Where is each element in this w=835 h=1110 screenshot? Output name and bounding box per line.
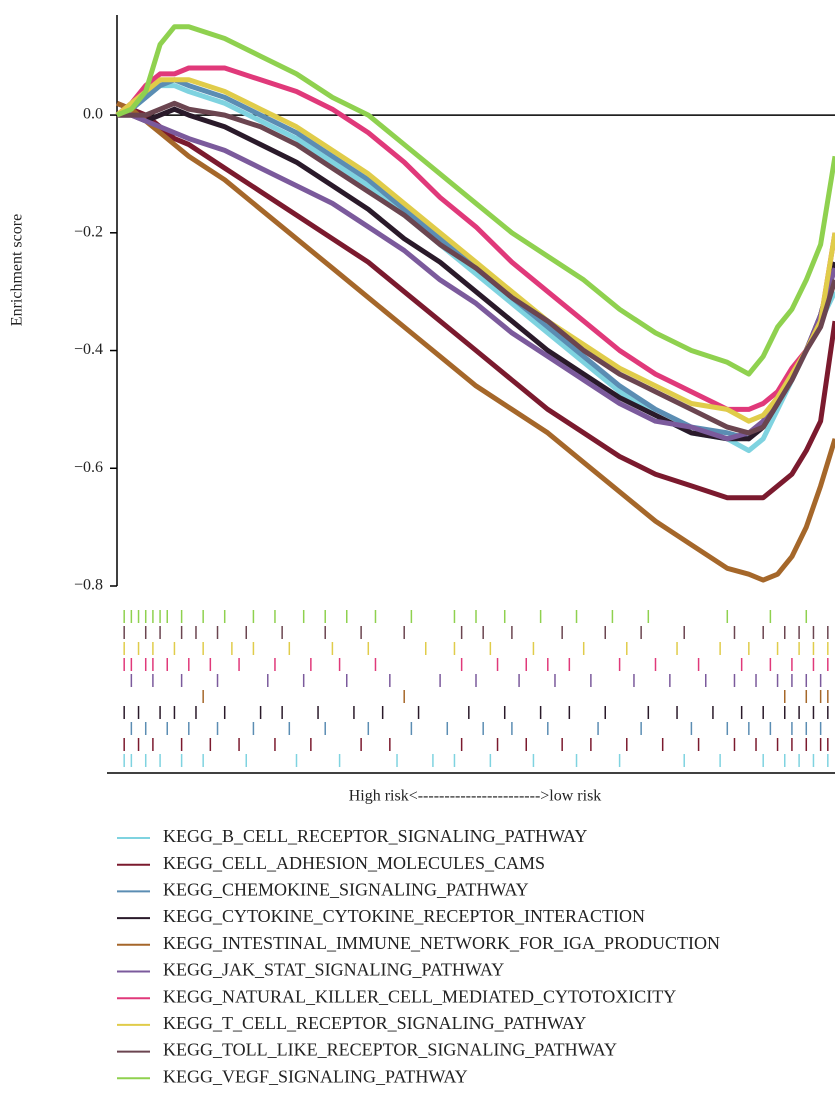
legend-label: KEGG_JAK_STAT_SIGNALING_PATHWAY — [163, 960, 504, 980]
y-tick-label: −0.2 — [74, 223, 103, 240]
legend-label: KEGG_TOLL_LIKE_RECEPTOR_SIGNALING_PATHWA… — [163, 1040, 617, 1060]
legend-label: KEGG_CHEMOKINE_SIGNALING_PATHWAY — [163, 880, 529, 900]
series-line — [116, 24, 835, 377]
series-line — [116, 83, 835, 454]
series-line — [115, 65, 835, 412]
legend-label: KEGG_VEGF_SIGNALING_PATHWAY — [163, 1066, 468, 1086]
y-tick-label: −0.8 — [74, 577, 103, 594]
legend-label: KEGG_INTESTINAL_IMMUNE_NETWORK_FOR_IGA_P… — [163, 933, 720, 953]
legend-label: KEGG_B_CELL_RECEPTOR_SIGNALING_PATHWAY — [163, 826, 587, 846]
series-line — [117, 100, 835, 436]
y-axis-label: Enrichment score — [9, 214, 26, 326]
series-line — [116, 100, 835, 501]
y-tick-label: −0.4 — [74, 341, 103, 358]
y-tick-label: −0.6 — [74, 459, 103, 476]
legend-label: KEGG_CYTOKINE_CYTOKINE_RECEPTOR_INTERACT… — [163, 906, 645, 926]
legend-label: KEGG_CELL_ADHESION_MOLECULES_CAMS — [163, 853, 545, 873]
x-axis-label: High risk<----------------------->low ri… — [349, 788, 602, 805]
series-line — [116, 100, 835, 583]
legend-label: KEGG_NATURAL_KILLER_CELL_MEDIATED_CYTOTO… — [163, 986, 676, 1006]
legend-label: KEGG_T_CELL_RECEPTOR_SIGNALING_PATHWAY — [163, 1013, 586, 1033]
series-line — [115, 77, 835, 424]
y-tick-label: 0.0 — [83, 106, 103, 123]
